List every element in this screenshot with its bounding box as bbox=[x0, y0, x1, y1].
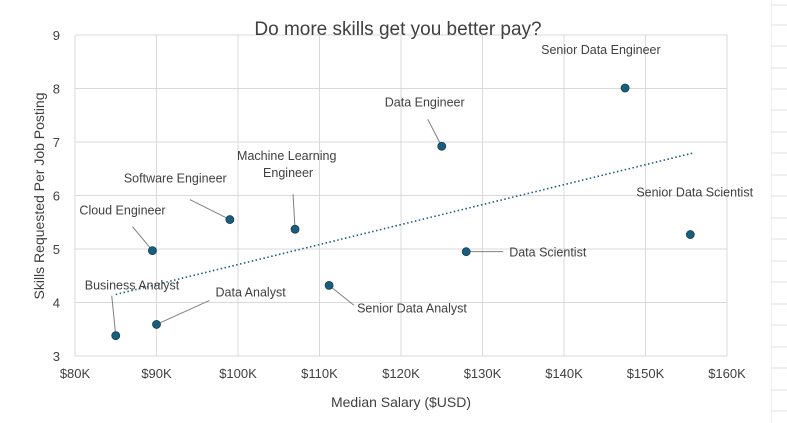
data-label[interactable]: Machine Learning Engineer bbox=[237, 149, 336, 180]
x-tick-label: $150K bbox=[627, 366, 665, 381]
leader-line bbox=[427, 119, 443, 147]
y-axis-title[interactable]: Skills Requested Per Job Posting bbox=[31, 93, 47, 300]
leader-line bbox=[292, 194, 296, 230]
y-tick-label: 8 bbox=[53, 82, 60, 97]
data-point[interactable] bbox=[111, 331, 121, 341]
leader-line bbox=[328, 284, 355, 306]
x-tick-label: $100K bbox=[219, 366, 257, 381]
leader-line bbox=[189, 199, 231, 221]
y-tick-label: 3 bbox=[53, 349, 60, 364]
data-point[interactable] bbox=[437, 141, 447, 151]
chart-area[interactable] bbox=[0, 0, 771, 423]
data-point[interactable] bbox=[148, 246, 157, 256]
x-tick-label: $80K bbox=[60, 366, 91, 381]
x-tick-label: $160K bbox=[708, 366, 746, 381]
y-tick-label: 9 bbox=[53, 28, 60, 43]
data-label[interactable]: Data Scientist bbox=[509, 246, 587, 260]
data-point[interactable] bbox=[152, 320, 161, 329]
data-points[interactable] bbox=[111, 83, 695, 341]
data-label[interactable]: Senior Data Analyst bbox=[357, 301, 467, 315]
data-label[interactable]: Data Analyst bbox=[216, 285, 287, 299]
y-tick-label: 7 bbox=[53, 135, 60, 150]
x-tick-label: $120K bbox=[382, 366, 420, 381]
data-point[interactable] bbox=[685, 230, 695, 239]
data-label[interactable]: Cloud Engineer bbox=[79, 204, 165, 218]
x-tick-label: $140K bbox=[545, 366, 583, 381]
chart-title[interactable]: Do more skills get you better pay? bbox=[254, 19, 541, 40]
leader-line bbox=[132, 226, 153, 251]
data-point[interactable] bbox=[620, 83, 630, 93]
scatter-chart[interactable]: $80K $90K $100K $110K $120K $130K $140K $150K $1… bbox=[0, 0, 771, 423]
data-label[interactable]: Business Analyst bbox=[85, 279, 180, 293]
data-point[interactable] bbox=[324, 280, 334, 290]
x-axis-title[interactable]: Median Salary ($USD) bbox=[331, 394, 471, 410]
data-label[interactable]: Senior Data Scientist bbox=[636, 186, 753, 200]
data-point[interactable] bbox=[225, 215, 235, 224]
y-tick-label: 5 bbox=[53, 242, 60, 257]
chart-gridlines bbox=[74, 34, 728, 357]
leader-lines bbox=[111, 119, 504, 336]
x-tick-label: $110K bbox=[301, 366, 338, 381]
trendline-layer bbox=[115, 151, 695, 296]
y-tick-label: 6 bbox=[53, 189, 60, 204]
data-labels[interactable]: Business Analyst Data Analyst Cloud Engine… bbox=[79, 43, 753, 315]
y-tick-label: 4 bbox=[53, 296, 60, 311]
data-point[interactable] bbox=[461, 247, 471, 257]
leader-line bbox=[111, 295, 117, 336]
x-tick-label: $90K bbox=[141, 366, 172, 381]
data-label[interactable]: Senior Data Engineer bbox=[541, 43, 661, 57]
leader-line bbox=[156, 299, 210, 325]
data-label[interactable]: Software Engineer bbox=[124, 172, 227, 186]
trendline[interactable] bbox=[115, 151, 695, 296]
axis-tick-labels: $80K $90K $100K $110K $120K $130K $140K $150K $1… bbox=[53, 28, 746, 381]
data-point[interactable] bbox=[290, 224, 300, 234]
x-tick-label: $130K bbox=[464, 366, 502, 381]
data-label[interactable]: Data Engineer bbox=[385, 95, 465, 109]
